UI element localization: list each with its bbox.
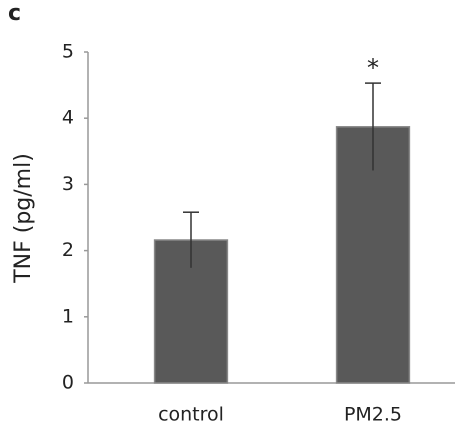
y-tick-label: 5 bbox=[62, 41, 74, 63]
y-tick-label: 4 bbox=[62, 107, 74, 129]
x-tick-label: PM2.5 bbox=[344, 404, 402, 426]
y-tick-label: 0 bbox=[62, 372, 74, 394]
x-tick-label: control bbox=[158, 404, 224, 426]
panel-label: c bbox=[8, 1, 21, 26]
y-tick-label: 1 bbox=[62, 305, 74, 327]
y-tick-label: 3 bbox=[62, 173, 74, 195]
annotation: * bbox=[367, 54, 379, 82]
y-axis-label: TNF (pg/ml) bbox=[11, 153, 36, 284]
y-tick-label: 2 bbox=[62, 239, 74, 261]
